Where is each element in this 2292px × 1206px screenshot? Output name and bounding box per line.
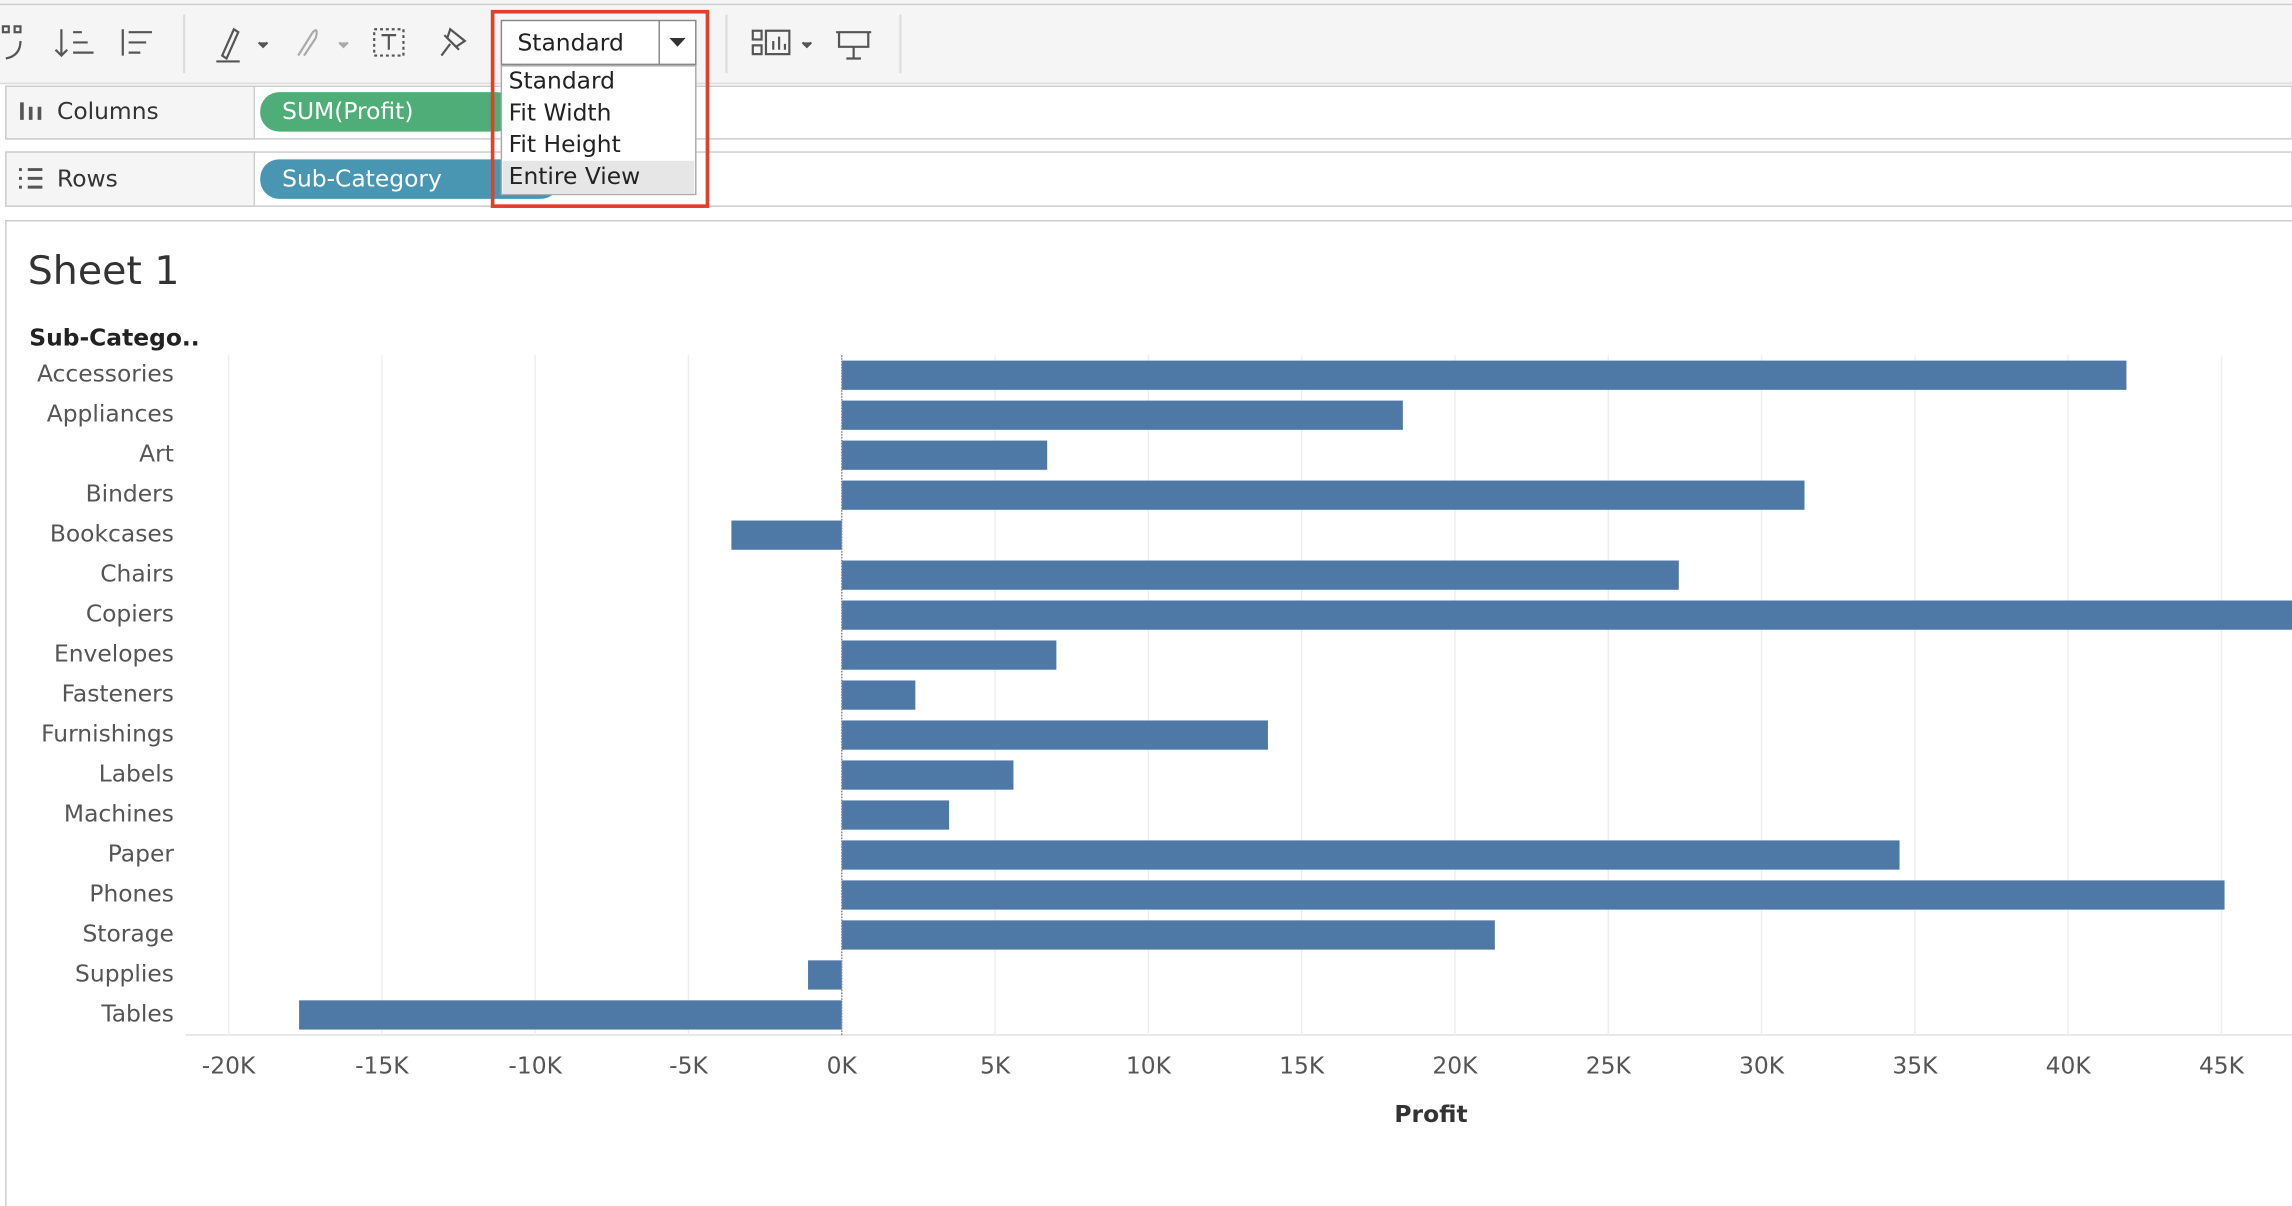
attach-button[interactable]: [297, 29, 349, 57]
columns-icon: [20, 102, 42, 120]
bar: [841, 760, 1014, 790]
toolbar: [0, 0, 2292, 85]
sort-ascending-button[interactable]: [54, 29, 94, 58]
x-tick-label: 20K: [1432, 1052, 1478, 1080]
presentation-button[interactable]: [836, 31, 872, 60]
bar: [841, 360, 2127, 390]
x-tick-label: 0K: [827, 1052, 858, 1080]
y-tick-label: Phones: [89, 880, 174, 908]
y-tick-label: Accessories: [37, 360, 174, 388]
pill[interactable]: [260, 159, 560, 199]
y-tick-label: Fasteners: [62, 680, 174, 708]
bar: [731, 520, 842, 550]
y-tick-label: Paper: [108, 840, 175, 868]
y-tick-label: Tables: [100, 999, 174, 1027]
y-tick-label: Art: [139, 440, 174, 468]
bar: [841, 400, 1403, 430]
pill-label[interactable]: Sub-Category: [282, 164, 442, 192]
shelf-label-box: [5, 151, 256, 207]
y-tick-label: Supplies: [75, 959, 174, 987]
x-tick-label: 40K: [2046, 1052, 2092, 1080]
pin-button[interactable]: [440, 27, 467, 57]
fit-select-arrow[interactable]: [669, 38, 686, 47]
pill[interactable]: [260, 92, 516, 132]
y-tick-label: Bookcases: [50, 520, 174, 548]
bar: [841, 920, 1495, 950]
x-tick-label: 35K: [1892, 1052, 1938, 1080]
x-tick-label: -15K: [355, 1052, 409, 1080]
x-tick-label: 5K: [980, 1052, 1011, 1080]
bar: [841, 840, 1900, 870]
pill-label[interactable]: SUM(Profit): [282, 97, 413, 125]
sort-descending-button[interactable]: [121, 29, 153, 56]
swap-button[interactable]: [1, 25, 22, 60]
shelf-label: Columns: [57, 97, 159, 125]
y-tick-label: Chairs: [100, 560, 174, 588]
bar: [808, 960, 842, 990]
y-tick-label: Appliances: [47, 400, 174, 428]
bar: [841, 800, 950, 830]
fit-select[interactable]: [500, 19, 697, 66]
highlight-button[interactable]: [216, 27, 269, 63]
bar: [299, 1000, 842, 1030]
x-tick-label: -10K: [508, 1052, 562, 1080]
bar: [841, 720, 1268, 750]
y-tick-label: Machines: [64, 800, 174, 828]
y-tick-label: Envelopes: [54, 640, 174, 668]
hover-highlight: [502, 160, 695, 193]
x-tick-label: 15K: [1279, 1052, 1325, 1080]
sheet-title: Sheet 1: [28, 248, 180, 294]
x-tick-label: -5K: [669, 1052, 708, 1080]
fit-option[interactable]: Fit Width: [509, 98, 612, 126]
y-tick-label: Furnishings: [41, 720, 174, 748]
shelf-label-box: [5, 85, 256, 140]
text-button[interactable]: [373, 28, 405, 57]
shelf-label: Rows: [57, 164, 118, 192]
x-tick-label: 45K: [2199, 1052, 2245, 1080]
x-tick-label: 10K: [1126, 1052, 1172, 1080]
bar: [841, 600, 2292, 630]
annotation-box: [490, 9, 710, 208]
bar: [841, 680, 916, 710]
fit-select-value[interactable]: Standard: [517, 28, 623, 56]
bar: [841, 560, 1679, 590]
y-tick-label: Binders: [86, 480, 174, 508]
bar: [841, 880, 2225, 910]
fit-option[interactable]: Standard: [509, 66, 615, 94]
rows-icon: [19, 168, 43, 189]
y-tick-label: Copiers: [86, 600, 174, 628]
bar: [841, 440, 1048, 470]
row-header: Sub-Catego..: [29, 324, 199, 352]
x-tick-label: 30K: [1739, 1052, 1785, 1080]
x-axis-title: Profit: [1394, 1100, 1467, 1128]
x-tick-label: -20K: [202, 1052, 256, 1080]
y-tick-label: Labels: [99, 760, 174, 788]
fit-option[interactable]: Fit Height: [509, 130, 621, 158]
show-cards-button[interactable]: [751, 29, 813, 56]
y-tick-label: Storage: [82, 919, 173, 947]
bars: [299, 360, 2292, 1030]
x-tick-label: 25K: [1586, 1052, 1632, 1080]
bar: [841, 480, 1805, 510]
fit-option[interactable]: Entire View: [509, 162, 641, 190]
bar: [841, 640, 1057, 670]
